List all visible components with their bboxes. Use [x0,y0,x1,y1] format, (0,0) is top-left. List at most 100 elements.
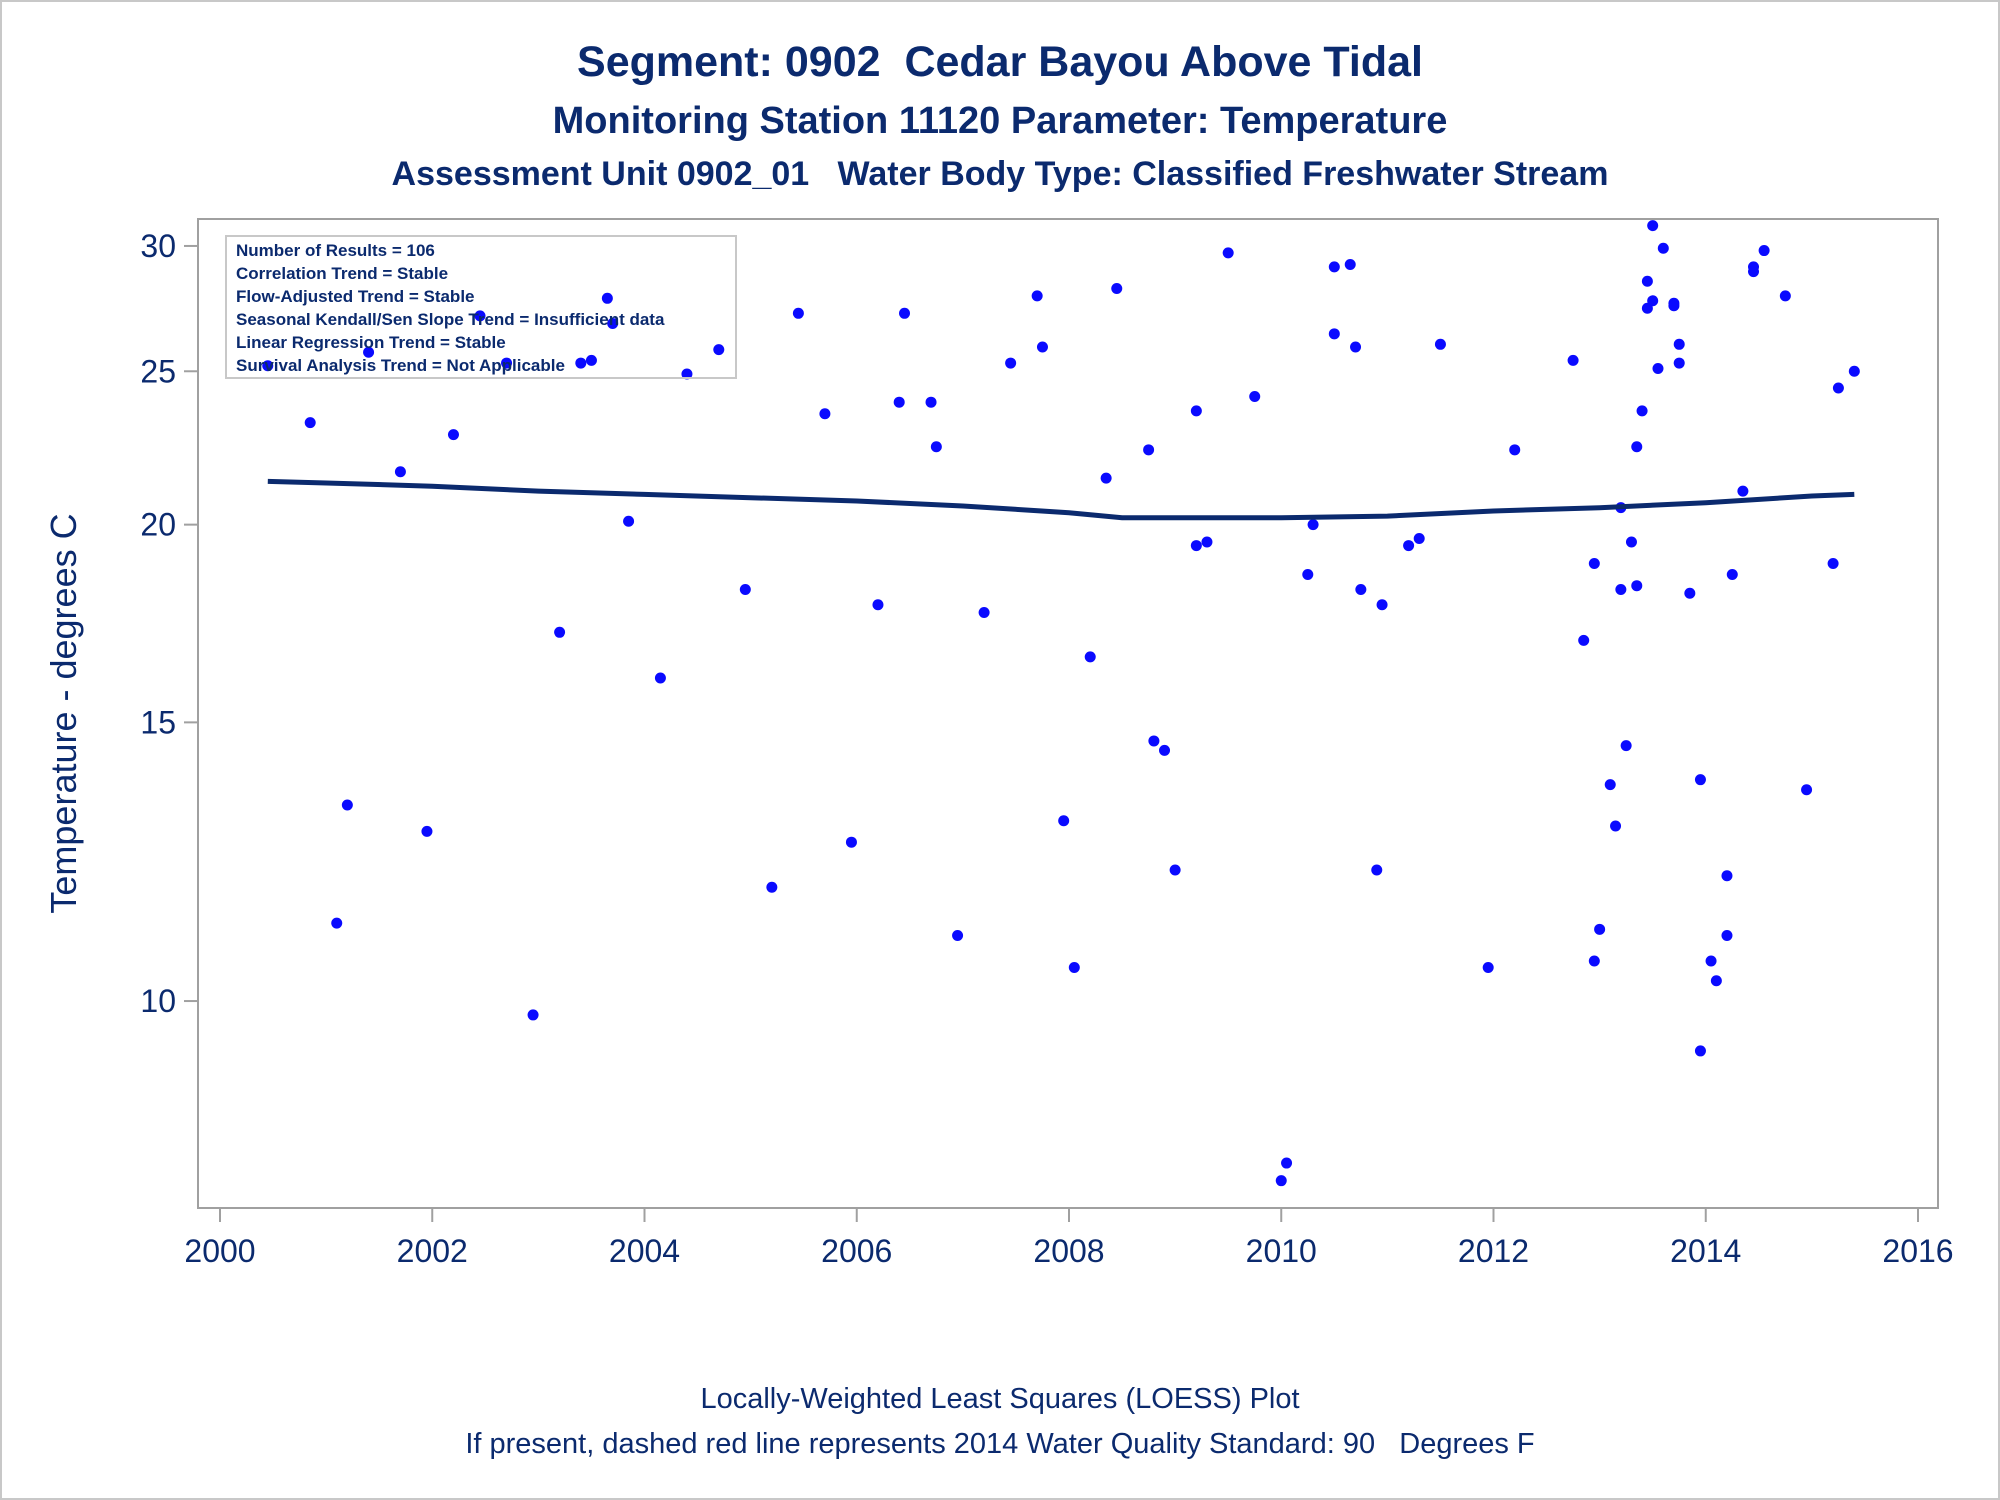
data-point [1307,519,1319,531]
y-tick-label: 15 [140,704,176,740]
data-point [713,344,725,356]
data-point [1328,328,1340,340]
chart-subtitle-station: Monitoring Station 11120 Parameter: Temp… [552,100,1448,142]
data-point [1748,261,1760,273]
data-point [1169,864,1181,876]
footnote-loess: Locally-Weighted Least Squares (LOESS) P… [700,1383,1300,1415]
data-point [1721,930,1733,942]
data-point [819,408,831,420]
data-point [1594,923,1606,935]
data-point [654,672,666,684]
data-point [1005,357,1017,369]
data-point [925,396,937,408]
data-point [1827,558,1839,570]
footnote-standard: If present, dashed red line represents 2… [465,1428,1535,1460]
stats-line: Seasonal Kendall/Sen Slope Trend = Insuf… [236,310,665,329]
data-point [1371,864,1383,876]
data-point [474,310,486,322]
data-point [1031,290,1043,302]
data-point [1578,634,1590,646]
x-tick-label: 2002 [397,1233,468,1269]
data-point [1694,1045,1706,1057]
stats-box: Number of Results = 106 Correlation Trend… [225,235,737,379]
data-point [1403,540,1415,552]
data-point [607,317,619,329]
data-point [394,466,406,478]
x-tick-label: 2014 [1670,1233,1741,1269]
data-point [1111,282,1123,294]
data-point [554,626,566,638]
data-point [363,346,375,358]
y-tick-label: 30 [140,228,176,264]
data-point [872,599,884,611]
data-point [1302,569,1314,581]
data-point [1084,651,1096,663]
data-point [1567,354,1579,366]
data-point [1848,365,1860,377]
data-point [1647,295,1659,307]
data-point [930,441,942,453]
data-point [1281,1157,1293,1169]
data-point [447,429,459,441]
data-point [766,881,778,893]
data-point [331,917,343,929]
data-point [1684,587,1696,599]
data-point [1413,533,1425,545]
stats-line: Number of Results = 106 [236,241,435,260]
x-tick-label: 2010 [1246,1233,1317,1269]
data-point [1726,569,1738,581]
axes: 10 15 20 25 30 2000 2002 2004 2006 2008 2010 2012 20… [43,218,1954,1269]
data-point [1647,220,1659,232]
data-point [1673,357,1685,369]
x-tick-label: 2006 [821,1233,892,1269]
data-point [1604,779,1616,791]
x-tick-label: 2008 [1033,1233,1104,1269]
data-point [1694,774,1706,786]
data-point [501,357,513,369]
y-tick-label: 10 [140,983,176,1019]
data-point [1249,390,1261,402]
y-tick-label: 20 [140,507,176,543]
data-point [1668,300,1680,312]
y-axis-label: Temperature - degrees C [43,513,84,913]
data-point [1631,580,1643,592]
data-point [1482,962,1494,974]
data-point [1509,444,1521,456]
data-point [1434,338,1446,350]
data-point [1779,290,1791,302]
loess-curve [267,478,1855,521]
data-point [1652,363,1664,375]
data-point [1143,444,1155,456]
chart-subtitle-assessment: Assessment Unit 0902_01 Water Body Type:… [391,155,1609,193]
data-point [1344,259,1356,271]
data-point [1737,485,1749,497]
stats-line: Flow-Adjusted Trend = Stable [236,287,475,306]
data-point [1190,540,1202,552]
stats-box-border [225,235,737,379]
data-point [1058,815,1070,827]
x-tick-label: 2012 [1458,1233,1529,1269]
data-point [262,360,274,372]
data-point [899,307,911,319]
chart-title: Segment: 0902 Cedar Bayou Above Tidal [577,38,1423,86]
data-point [1673,338,1685,350]
x-tick-label: 2016 [1882,1233,1953,1269]
data-point [1036,341,1048,353]
x-tick-label: 2000 [184,1233,255,1269]
stats-line: Correlation Trend = Stable [236,264,448,283]
data-point [341,799,353,811]
data-point [575,357,587,369]
data-point [739,583,751,595]
y-tick-label: 25 [140,353,176,389]
data-point [1350,341,1362,353]
data-point [1758,245,1770,257]
data-point [1588,955,1600,967]
data-point [1710,975,1722,987]
data-point [1801,784,1813,796]
data-point [1615,583,1627,595]
loess-line [267,478,1855,521]
data-point [1588,558,1600,570]
data-point [978,606,990,618]
data-point [952,930,964,942]
stats-line: Survival Analysis Trend = Not Applicable [236,356,565,375]
